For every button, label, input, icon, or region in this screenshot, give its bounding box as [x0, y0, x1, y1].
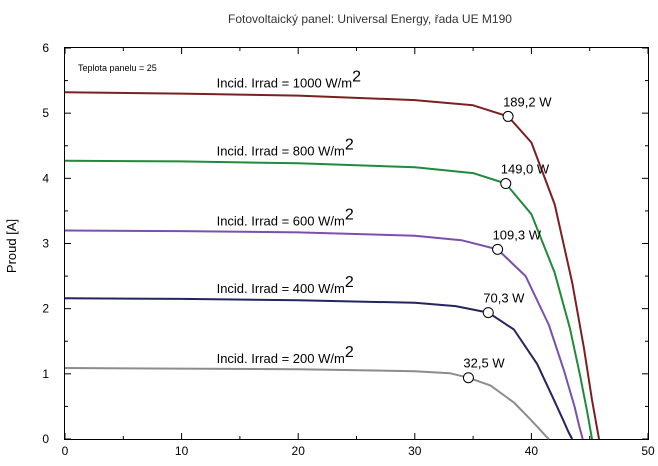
x-tick-label: 20 — [292, 444, 306, 458]
max-power-label: 149,0 W — [501, 162, 550, 177]
y-tick-label: 2 — [42, 302, 49, 316]
y-tick-label: 0 — [42, 432, 49, 446]
y-tick-label: 4 — [42, 171, 49, 185]
irradiance-label: Incid. Irrad = 1000 W/m2 — [217, 68, 361, 90]
max-power-point-marker — [502, 110, 514, 122]
y-tick-label: 6 — [42, 41, 49, 55]
y-tick-label: 5 — [42, 106, 49, 120]
irradiance-label-text: Incid. Irrad = 800 W/m — [217, 144, 345, 159]
max-power-point-marker — [500, 178, 512, 190]
x-tick-label: 50 — [641, 444, 655, 458]
x-tick-label: 0 — [62, 444, 69, 458]
curves — [64, 91, 600, 440]
x-tick-label: 10 — [175, 444, 189, 458]
irradiance-label-exponent: 2 — [345, 206, 354, 223]
irradiance-label: Incid. Irrad = 400 W/m2 — [217, 274, 354, 296]
max-power-label: 32,5 W — [463, 356, 505, 371]
irradiance-label-exponent: 2 — [352, 68, 361, 85]
irradiance-label-exponent: 2 — [345, 274, 354, 291]
temperature-note: Teplota panelu = 25 — [78, 63, 157, 73]
iv-curve-series — [64, 229, 584, 440]
chart-title: Fotovoltaický panel: Universal Energy, ř… — [228, 12, 512, 26]
max-power-label: 70,3 W — [483, 291, 525, 306]
irradiance-label: Incid. Irrad = 200 W/m2 — [217, 344, 354, 366]
irradiance-label-text: Incid. Irrad = 200 W/m — [217, 351, 345, 366]
max-power-point-marker — [482, 307, 494, 319]
irradiance-label: Incid. Irrad = 800 W/m2 — [217, 137, 354, 159]
x-tick-label: 30 — [408, 444, 422, 458]
iv-curve-series — [64, 367, 550, 440]
x-tick-label: 40 — [525, 444, 539, 458]
max-power-label: 109,3 W — [493, 227, 542, 242]
iv-curve-series — [64, 91, 600, 440]
max-power-point-marker — [492, 243, 504, 255]
iv-curve-series — [64, 297, 574, 440]
y-axis-label: Proud [A] — [4, 219, 19, 273]
irradiance-label: Incid. Irrad = 600 W/m2 — [217, 206, 354, 228]
max-power-point-marker — [462, 372, 474, 384]
y-tick-label: 1 — [42, 367, 49, 381]
plot-frame — [64, 47, 649, 440]
irradiance-label-exponent: 2 — [345, 137, 354, 154]
max-power-label: 189,2 W — [503, 94, 552, 109]
irradiance-label-text: Incid. Irrad = 400 W/m — [217, 281, 345, 296]
irradiance-label-exponent: 2 — [345, 344, 354, 361]
y-tick-label: 3 — [42, 237, 49, 251]
iv-curve-series — [64, 159, 593, 440]
irradiance-label-text: Incid. Irrad = 1000 W/m — [217, 75, 352, 90]
axis-ticks: 0 10 20 30 40 50 0 1 2 3 4 5 6 — [42, 41, 655, 458]
irradiance-label-text: Incid. Irrad = 600 W/m — [217, 213, 345, 228]
